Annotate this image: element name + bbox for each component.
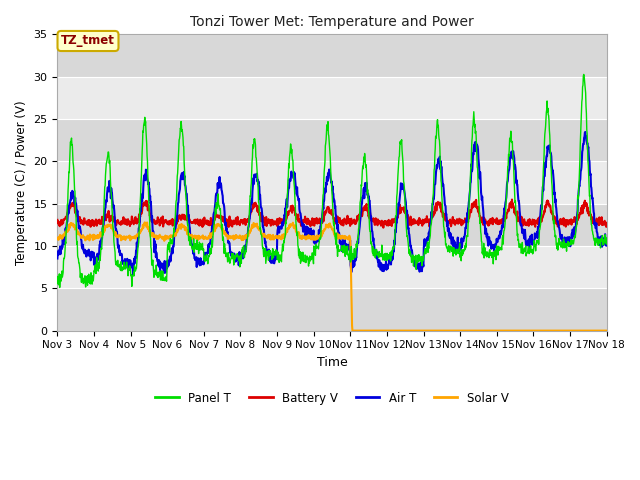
Y-axis label: Temperature (C) / Power (V): Temperature (C) / Power (V)	[15, 100, 28, 265]
X-axis label: Time: Time	[317, 356, 348, 369]
Legend: Panel T, Battery V, Air T, Solar V: Panel T, Battery V, Air T, Solar V	[150, 387, 513, 409]
Text: TZ_tmet: TZ_tmet	[61, 35, 115, 48]
Bar	[58, 35, 607, 77]
Bar	[58, 161, 607, 204]
Bar	[58, 77, 607, 119]
Bar	[58, 119, 607, 161]
Bar	[58, 288, 607, 331]
Bar	[58, 204, 607, 246]
Title: Tonzi Tower Met: Temperature and Power: Tonzi Tower Met: Temperature and Power	[190, 15, 474, 29]
Bar	[58, 246, 607, 288]
